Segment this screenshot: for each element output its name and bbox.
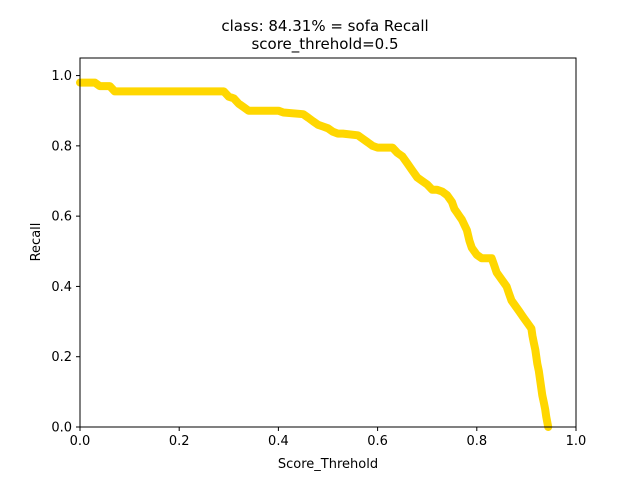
data-point — [530, 339, 538, 347]
data-point — [540, 398, 548, 406]
data-point — [541, 405, 549, 413]
x-axis-label: Score_Threhold — [278, 457, 378, 472]
data-point — [235, 100, 243, 108]
data-point — [255, 107, 263, 115]
data-point — [537, 384, 545, 392]
data-point — [483, 254, 491, 262]
data-point — [542, 413, 550, 420]
x-tick-label: 0.8 — [466, 434, 487, 449]
data-point — [91, 79, 99, 87]
data-point — [448, 198, 456, 206]
data-point — [536, 377, 544, 385]
data-point — [527, 325, 535, 333]
data-point — [532, 353, 540, 361]
y-tick-label: 1.0 — [51, 69, 72, 84]
data-point — [299, 110, 307, 118]
data-point — [488, 254, 496, 262]
data-point — [339, 130, 347, 138]
data-point — [408, 167, 416, 174]
data-point — [334, 130, 342, 138]
data-point — [200, 87, 208, 95]
data-point — [230, 94, 238, 102]
y-axis-label: Recall — [29, 223, 44, 262]
data-point — [418, 177, 426, 185]
data-point — [473, 251, 481, 259]
data-point — [538, 391, 546, 399]
data-point — [379, 144, 387, 152]
data-point — [304, 114, 312, 122]
data-point — [398, 152, 406, 160]
data-point — [364, 138, 372, 146]
data-point — [423, 181, 431, 188]
data-point — [413, 174, 421, 181]
data-point — [443, 191, 451, 199]
data-point — [428, 186, 436, 194]
data-point — [384, 144, 391, 152]
data-point — [498, 275, 506, 283]
data-point — [463, 226, 471, 234]
data-point — [465, 237, 473, 245]
chart-subtitle: score_threhold=0.5 — [251, 35, 398, 54]
chart-title: class: 84.31% = sofa Recall — [221, 17, 428, 35]
data-point — [438, 188, 446, 195]
x-tick-label: 1.0 — [566, 434, 587, 449]
x-tick-label: 0.2 — [169, 434, 190, 449]
data-point — [220, 87, 228, 95]
data-point — [478, 254, 486, 262]
y-tick-label: 0.8 — [51, 139, 72, 154]
series-layer — [76, 78, 553, 431]
data-point — [126, 87, 134, 95]
data-point — [468, 244, 476, 252]
data-point — [403, 159, 411, 167]
data-point — [279, 109, 287, 116]
data-point — [240, 103, 248, 111]
y-tick-label: 0.4 — [51, 280, 72, 295]
data-point — [505, 290, 513, 297]
x-tick-label: 0.4 — [268, 434, 289, 449]
y-tick-label: 0.6 — [51, 210, 72, 225]
x-tick-label: 0.0 — [70, 434, 91, 449]
y-tick-label: 0.2 — [51, 350, 72, 365]
data-point — [354, 131, 362, 139]
data-point — [503, 282, 511, 290]
plot-frame — [79, 57, 577, 428]
x-tick-label: 0.6 — [367, 434, 388, 449]
y-tick-label: 0.0 — [51, 421, 72, 436]
data-point — [309, 117, 317, 125]
data-point — [543, 418, 551, 426]
data-point — [533, 360, 541, 368]
data-point — [374, 144, 382, 152]
data-point — [250, 107, 258, 115]
data-point — [175, 87, 183, 95]
data-point — [359, 135, 367, 143]
data-point — [389, 144, 396, 152]
data-point — [528, 332, 536, 340]
data-point — [393, 149, 401, 157]
data-point — [490, 261, 498, 269]
data-point — [531, 346, 539, 354]
data-point — [245, 107, 253, 115]
data-point — [106, 82, 114, 90]
data-point — [493, 268, 501, 276]
y-axis: 0.0 0.2 0.4 0.6 0.8 1.0 — [51, 69, 80, 436]
data-point — [324, 124, 332, 132]
x-axis: 0.0 0.2 0.4 0.6 0.8 1.0 — [70, 427, 587, 449]
data-point — [535, 367, 543, 375]
data-point — [111, 87, 119, 95]
data-point — [96, 82, 104, 90]
data-point — [458, 216, 466, 224]
